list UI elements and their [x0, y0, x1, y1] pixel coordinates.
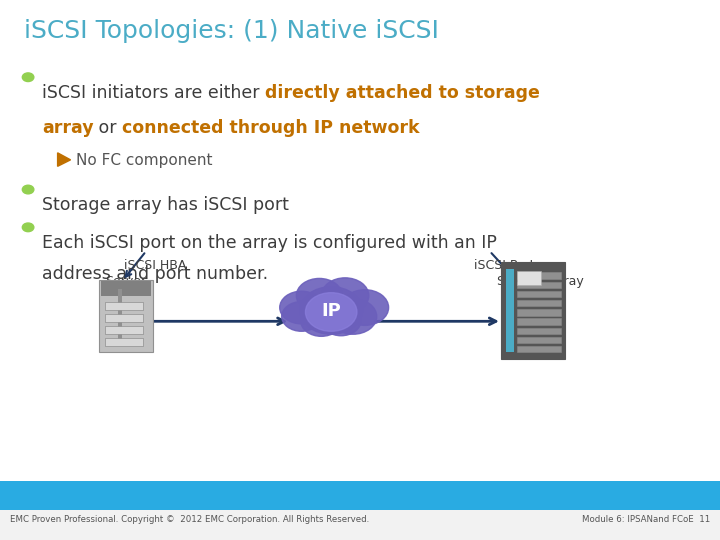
Bar [105, 326, 143, 334]
Circle shape [22, 223, 34, 232]
Bar [518, 327, 561, 334]
Circle shape [305, 293, 357, 331]
Bar [518, 281, 561, 288]
Bar [105, 302, 143, 310]
Bar [518, 318, 561, 325]
Bar [518, 337, 561, 343]
FancyBboxPatch shape [501, 262, 565, 359]
Bar [505, 268, 515, 352]
Text: Each iSCSI port on the array is configured with an IP: Each iSCSI port on the array is configur… [42, 234, 497, 252]
Circle shape [280, 291, 323, 324]
Circle shape [321, 278, 369, 313]
Text: connected through IP network: connected through IP network [122, 119, 420, 137]
Bar [518, 291, 561, 297]
Bar [0, 510, 720, 540]
Bar [518, 346, 561, 352]
Circle shape [301, 306, 342, 336]
Circle shape [22, 185, 34, 194]
Bar [105, 338, 143, 346]
Bar [105, 314, 143, 322]
Circle shape [297, 279, 342, 313]
Circle shape [282, 301, 321, 331]
Text: iSCSI Port: iSCSI Port [474, 259, 534, 272]
Text: No FC component: No FC component [76, 153, 213, 168]
Text: Storage array has iSCSI port: Storage array has iSCSI port [42, 196, 289, 214]
Text: Storage Array: Storage Array [497, 275, 583, 288]
Text: iSCSI Topologies: (1) Native iSCSI: iSCSI Topologies: (1) Native iSCSI [24, 19, 439, 43]
Circle shape [341, 289, 389, 325]
Circle shape [22, 73, 34, 82]
Bar [118, 289, 122, 343]
FancyBboxPatch shape [99, 280, 153, 352]
Polygon shape [58, 153, 71, 166]
Text: address and port number.: address and port number. [42, 265, 268, 282]
Text: Module 6: IPSANand FCoE  11: Module 6: IPSANand FCoE 11 [582, 515, 710, 524]
Bar [518, 300, 561, 306]
Text: EMC Proven Professional. Copyright ©  2012 EMC Corporation. All Rights Reserved.: EMC Proven Professional. Copyright © 201… [10, 515, 369, 524]
Circle shape [300, 287, 363, 334]
Text: iSCSI initiators are either: iSCSI initiators are either [42, 84, 265, 102]
Bar [518, 272, 561, 279]
Circle shape [321, 306, 361, 336]
Bar [518, 309, 561, 315]
Circle shape [329, 299, 377, 334]
Text: IP: IP [321, 301, 341, 320]
Text: Server: Server [105, 275, 147, 288]
Text: array: array [42, 119, 94, 137]
Text: iSCSI HBA: iSCSI HBA [124, 259, 186, 272]
Bar [0, 481, 720, 510]
Bar [101, 281, 151, 296]
Text: or: or [94, 119, 122, 137]
Bar [518, 271, 541, 285]
Text: directly attached to storage: directly attached to storage [265, 84, 539, 102]
